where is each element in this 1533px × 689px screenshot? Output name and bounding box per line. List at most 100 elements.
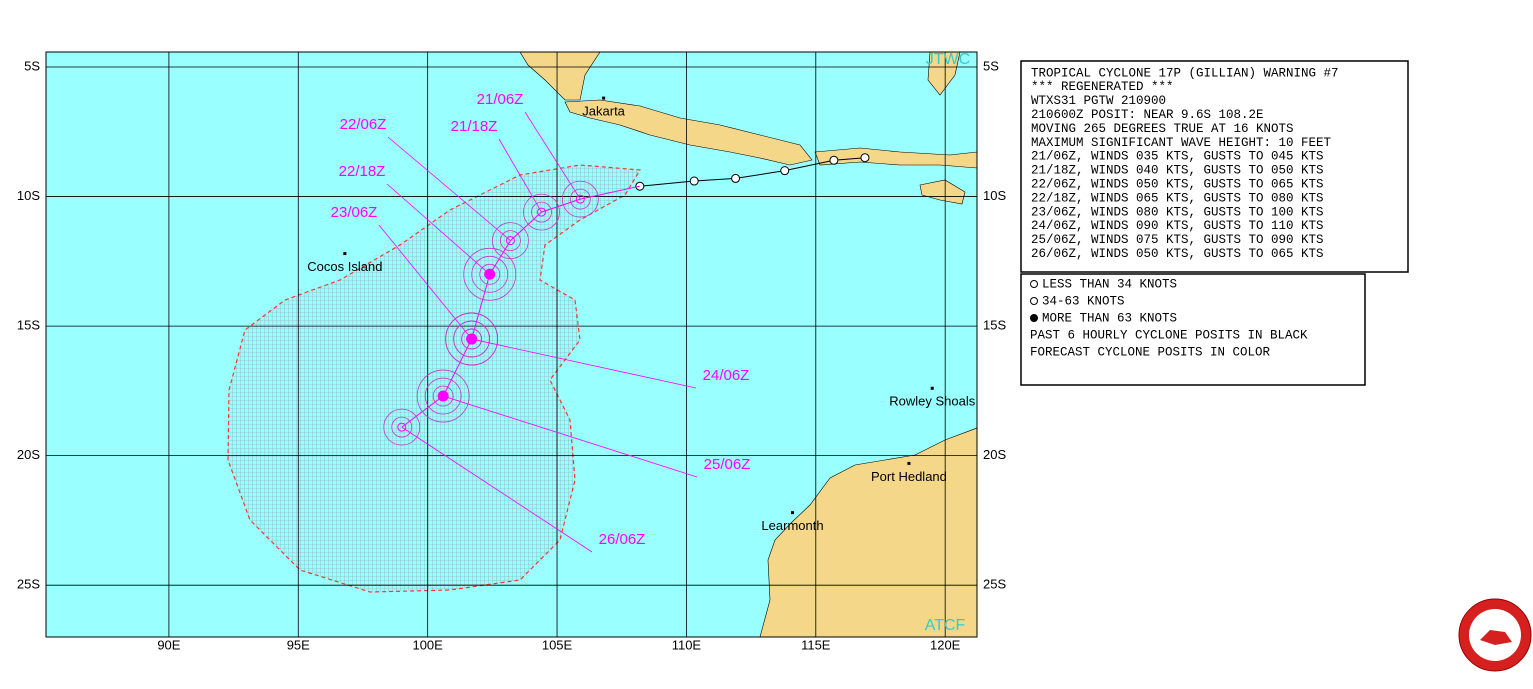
legend-box [1020,273,1366,386]
legend-line: LESS THAN 34 KNOTS [1042,277,1177,291]
wind-radius [569,188,591,210]
forecast-label: 23/06Z [331,204,378,221]
wind-radius [561,180,599,218]
warning-line: 25/06Z, WINDS 075 KTS, GUSTS TO 090 KTS [1031,233,1324,247]
warning-line: MAXIMUM SIGNIFICANT WAVE HEIGHT: 10 FEET [1031,136,1332,150]
legend-symbol [1030,314,1038,322]
lat-label: 10S [983,188,1006,203]
wind-radius [383,408,421,446]
forecast-position [537,207,547,217]
warning-box [1020,60,1409,273]
lat-label: 10S [17,188,40,203]
forecast-label: 24/06Z [703,367,750,384]
leader-line [401,426,593,553]
past-track [639,157,866,187]
warning-line: *** REGENERATED *** [1031,80,1174,94]
past-position [731,173,741,183]
place-marker [602,96,606,100]
wind-radius [471,255,509,293]
warning-line: MOVING 265 DEGREES TRUE AT 16 KNOTS [1031,122,1294,136]
forecast-label: 22/18Z [339,163,386,180]
java [564,99,813,166]
leader-line [443,395,698,478]
forecast-label: 25/06Z [704,456,751,473]
forecast-label: 26/06Z [599,531,646,548]
warning-line: WTXS31 PGTW 210900 [1031,94,1166,108]
sumatra [519,52,601,101]
warning-line: 21/06Z, WINDS 035 KTS, GUSTS TO 045 KTS [1031,150,1324,164]
warning-line: 22/06Z, WINDS 050 KTS, GUSTS TO 065 KTS [1031,177,1324,191]
place-marker [343,252,347,256]
wind-radius [463,247,517,301]
leader-line [378,224,472,340]
map-frame [45,51,978,638]
leader-line [387,136,511,241]
place-marker [791,511,795,515]
legend-symbol [1030,280,1038,288]
map-layer [227,52,977,637]
danger-area [227,164,642,593]
place-label: Rowley Shoals [889,394,975,409]
place-marker [907,461,911,465]
forecast-position [397,422,407,432]
warning-line: 23/06Z, WINDS 080 KTS, GUSTS TO 100 KTS [1031,205,1324,219]
legend-line: FORECAST CYCLONE POSITS IN COLOR [1030,345,1271,359]
jtwc-logo [1458,598,1532,672]
place-label: Cocos Island [307,259,382,274]
wind-radius [445,312,499,366]
logo-islands [1480,630,1512,645]
forecast-position [505,236,515,246]
wind-radius [500,230,521,252]
legend-line: MORE THAN 63 KNOTS [1042,311,1177,325]
lat-label: 5S [24,58,40,73]
wind-radius [416,369,470,423]
lon-label: 110E [672,637,702,652]
forecast-label: 21/06Z [477,91,524,108]
wind-radius [424,377,462,415]
leader-line [471,338,697,389]
lon-label: 105E [542,637,573,652]
lat-label: 15S [17,318,40,333]
forecast-track [401,185,640,428]
jtwc-label: JTWC [926,51,970,68]
wind-radius [523,193,560,231]
island [927,52,961,96]
wind-radius [453,320,491,358]
legend-line: PAST 6 HOURLY CYCLONE POSITS IN BLACK [1030,328,1308,342]
lat-label: 25S [983,577,1006,592]
lon-label: 115E [801,637,831,652]
legend-symbol [1030,297,1038,305]
leader-line [386,183,491,275]
lat-label: 20S [983,447,1006,462]
australia [759,427,977,637]
wind-radius [461,328,483,350]
lon-label: 90E [157,637,180,652]
lat-label: 15S [983,318,1006,333]
warning-line: 26/06Z, WINDS 050 KTS, GUSTS TO 065 KTS [1031,247,1324,261]
legend-line: 34-63 KNOTS [1042,294,1125,308]
forecast-label: 21/18Z [451,118,498,135]
past-position [780,166,790,176]
past-position [829,155,839,165]
lat-label: 5S [983,58,999,73]
forecast-position [575,194,585,204]
lesser-sunda [814,147,977,169]
lon-label: 100E [412,637,443,652]
warning-line: TROPICAL CYCLONE 17P (GILLIAN) WARNING #… [1031,66,1339,80]
place-label: Port Hedland [871,469,947,484]
warning-line: 21/18Z, WINDS 040 KTS, GUSTS TO 050 KTS [1031,164,1324,178]
wind-radius [531,201,552,223]
place-label: Jakarta [582,104,625,119]
leader-line [498,138,542,213]
leader-line [524,111,581,200]
place-label: Learmonth [761,518,823,533]
place-marker [930,386,934,390]
warning-line: 210600Z POSIT: NEAR 9.6S 108.2E [1031,108,1264,122]
warning-line: 24/06Z, WINDS 090 KTS, GUSTS TO 110 KTS [1031,219,1324,233]
lat-label: 20S [17,447,40,462]
wind-radius [479,263,501,285]
forecast-label: 22/06Z [340,116,387,133]
lat-label: 25S [17,577,40,592]
wind-radius [432,385,454,407]
